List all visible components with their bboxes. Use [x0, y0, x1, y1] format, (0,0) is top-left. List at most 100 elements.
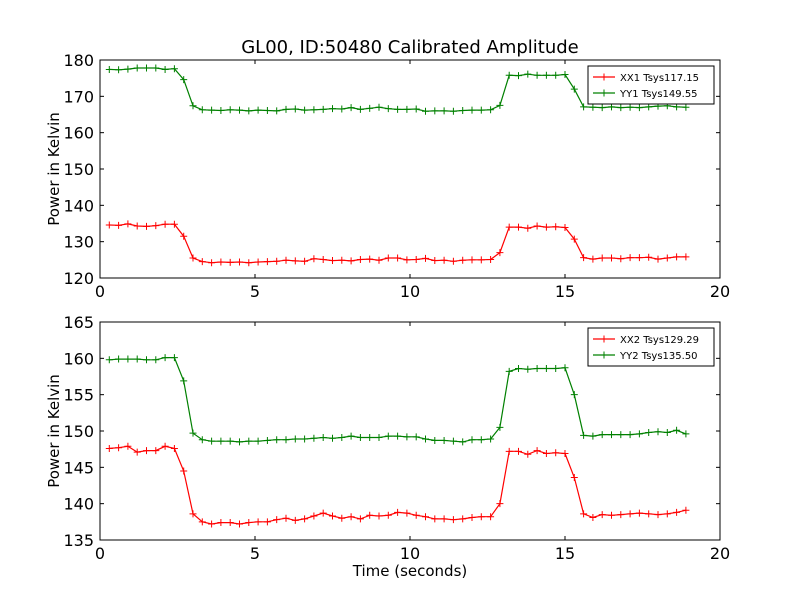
- data-point: [347, 257, 355, 265]
- data-point: [329, 512, 336, 520]
- legend-label: YY2 Tsys135.50: [619, 351, 698, 362]
- legend-marker: [600, 351, 608, 359]
- data-point: [124, 355, 132, 363]
- data-point: [422, 107, 429, 115]
- data-point: [291, 516, 299, 524]
- data-point: [189, 254, 197, 262]
- data-point: [617, 431, 625, 439]
- data-point: [310, 106, 318, 114]
- data-point: [598, 431, 606, 439]
- data-point: [394, 105, 402, 113]
- data-point: [180, 377, 188, 385]
- data-point: [663, 254, 671, 262]
- y-tick-label: 160: [63, 124, 94, 143]
- data-point: [291, 435, 299, 443]
- data-point: [542, 365, 550, 373]
- data-point: [449, 107, 457, 115]
- series-0: [105, 442, 690, 528]
- data-point: [124, 442, 132, 450]
- data-point: [682, 103, 690, 111]
- data-point: [384, 105, 392, 113]
- data-point: [198, 436, 206, 444]
- data-point: [236, 106, 243, 114]
- data-point: [115, 444, 123, 452]
- data-point: [468, 106, 476, 114]
- data-point: [542, 223, 550, 231]
- data-point: [431, 515, 439, 523]
- data-point: [115, 221, 123, 229]
- data-point: [301, 515, 309, 523]
- data-point: [152, 64, 160, 72]
- data-point: [635, 509, 643, 517]
- data-point: [329, 105, 336, 113]
- data-point: [180, 76, 188, 84]
- y-axis-label: Power in Kelvin: [45, 374, 63, 488]
- data-point: [301, 106, 309, 114]
- data-point: [263, 258, 271, 266]
- data-point: [561, 71, 569, 79]
- data-point: [152, 222, 160, 230]
- data-point: [645, 510, 653, 518]
- data-point: [654, 511, 662, 519]
- data-point: [412, 433, 420, 441]
- data-point: [515, 72, 522, 80]
- data-point: [682, 506, 690, 514]
- data-point: [468, 436, 476, 444]
- data-point: [319, 255, 327, 263]
- data-point: [533, 222, 541, 230]
- data-point: [189, 102, 197, 110]
- data-point: [440, 515, 448, 523]
- data-point: [356, 434, 364, 442]
- data-point: [580, 103, 588, 111]
- data-point: [505, 223, 513, 231]
- data-point: [338, 514, 346, 522]
- data-point: [598, 104, 606, 112]
- legend-box: [587, 327, 715, 367]
- data-point: [608, 103, 615, 111]
- data-point: [245, 519, 253, 527]
- data-point: [161, 442, 169, 450]
- x-tick-label: 10: [400, 544, 420, 563]
- data-point: [487, 255, 495, 263]
- data-point: [682, 253, 690, 261]
- data-point: [570, 235, 578, 243]
- x-tick-label: 0: [95, 544, 105, 563]
- data-point: [366, 511, 374, 519]
- data-point: [366, 104, 374, 112]
- data-point: [608, 254, 615, 262]
- data-point: [663, 428, 671, 436]
- data-point: [105, 356, 113, 364]
- data-point: [598, 511, 606, 519]
- data-point: [598, 254, 606, 262]
- data-point: [477, 106, 485, 114]
- data-point: [161, 220, 169, 228]
- data-point: [273, 107, 281, 115]
- data-point: [356, 515, 364, 523]
- data-point: [301, 435, 309, 443]
- data-point: [329, 434, 336, 442]
- data-point: [589, 432, 597, 440]
- data-point: [515, 447, 522, 455]
- data-point: [291, 105, 299, 113]
- data-point: [375, 512, 383, 520]
- data-point: [263, 518, 271, 526]
- data-point: [282, 514, 290, 522]
- data-point: [143, 222, 150, 230]
- data-point: [626, 254, 634, 262]
- data-point: [208, 437, 216, 445]
- data-point: [301, 257, 309, 265]
- data-point: [291, 257, 299, 265]
- data-point: [505, 367, 513, 375]
- data-point: [477, 436, 485, 444]
- x-tick-label: 5: [250, 282, 260, 301]
- data-point: [208, 106, 216, 114]
- data-point: [236, 258, 243, 266]
- data-point: [580, 431, 588, 439]
- data-point: [580, 254, 588, 262]
- data-point: [254, 106, 262, 114]
- legend-marker: [600, 89, 608, 97]
- data-point: [217, 258, 225, 266]
- data-point: [496, 500, 504, 508]
- data-point: [570, 391, 578, 399]
